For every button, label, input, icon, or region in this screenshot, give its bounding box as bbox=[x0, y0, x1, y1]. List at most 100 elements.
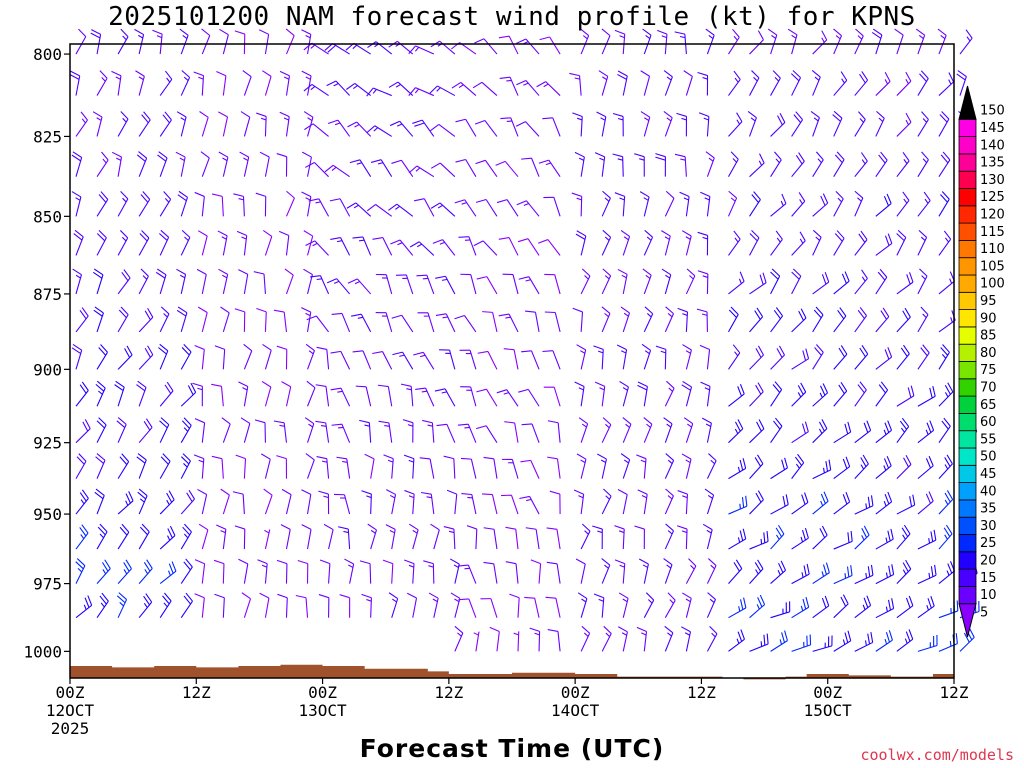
wind-barb bbox=[352, 350, 372, 370]
wind-barb bbox=[917, 111, 929, 137]
wind-barb bbox=[96, 592, 109, 619]
wind-barb bbox=[543, 196, 561, 217]
wind-barb bbox=[117, 523, 130, 550]
wind-barb bbox=[515, 121, 540, 137]
wind-barb bbox=[614, 525, 625, 550]
wind-barb bbox=[211, 193, 224, 217]
colorbar-label: 50 bbox=[980, 450, 997, 465]
wind-barb bbox=[727, 306, 739, 333]
wind-barb bbox=[477, 350, 498, 370]
wind-barb bbox=[538, 159, 561, 177]
wind-barb bbox=[330, 387, 351, 407]
wind-barb bbox=[642, 268, 652, 295]
wind-barb bbox=[117, 269, 131, 295]
wind-barb bbox=[385, 524, 396, 550]
wind-barb bbox=[938, 230, 952, 256]
wind-barb bbox=[875, 110, 885, 137]
y-tick-label: 975 bbox=[33, 575, 62, 594]
x-tick-label: 12OCT bbox=[46, 701, 95, 720]
wind-barb bbox=[917, 151, 929, 177]
wind-barb bbox=[295, 594, 309, 618]
wind-barb bbox=[347, 278, 372, 295]
wind-barb bbox=[634, 525, 645, 550]
wind-barb bbox=[179, 28, 189, 55]
wind-barb bbox=[516, 38, 540, 55]
wind-barb bbox=[75, 524, 89, 550]
wind-barb bbox=[176, 268, 187, 295]
wind-barb bbox=[616, 344, 628, 370]
wind-barb bbox=[408, 165, 435, 178]
wind-barb bbox=[896, 229, 907, 256]
wind-barb bbox=[601, 28, 611, 55]
colorbar-label: 70 bbox=[980, 380, 997, 395]
wind-barb bbox=[455, 158, 477, 177]
wind-barb bbox=[728, 495, 748, 515]
wind-barb bbox=[422, 419, 435, 443]
wind-barb bbox=[496, 389, 519, 407]
wind-barb bbox=[454, 199, 477, 217]
wind-barb bbox=[706, 453, 717, 479]
wind-barb bbox=[180, 523, 192, 550]
wind-barb bbox=[432, 239, 456, 256]
wind-barb bbox=[640, 111, 651, 137]
colorbar-label: 85 bbox=[980, 329, 997, 344]
wind-barb bbox=[728, 559, 743, 584]
wind-barb bbox=[211, 455, 224, 479]
wind-barb bbox=[812, 306, 824, 333]
wind-barb bbox=[681, 453, 692, 479]
wind-barb bbox=[303, 268, 313, 295]
wind-barb bbox=[683, 70, 693, 96]
wind-barb bbox=[197, 306, 208, 333]
plot-frame bbox=[69, 43, 955, 679]
wind-barb bbox=[938, 561, 955, 585]
wind-barb bbox=[601, 268, 612, 295]
wind-barb bbox=[679, 191, 690, 217]
wind-barb bbox=[547, 628, 561, 652]
wind-barb bbox=[749, 419, 765, 444]
wind-barb bbox=[770, 524, 785, 550]
wind-barb bbox=[833, 151, 845, 177]
wind-barb bbox=[134, 28, 145, 55]
wind-barb bbox=[159, 70, 173, 96]
wind-barb bbox=[392, 351, 414, 370]
wind-barb bbox=[73, 229, 84, 256]
colorbar-swatch bbox=[958, 586, 977, 605]
wind-barb bbox=[138, 191, 151, 217]
y-tick-label: 950 bbox=[33, 505, 62, 524]
wind-barb bbox=[331, 423, 351, 443]
wind-barb bbox=[284, 268, 294, 295]
wind-barb bbox=[117, 230, 129, 256]
wind-barb bbox=[875, 528, 894, 550]
wind-barb bbox=[375, 273, 393, 295]
wind-barb bbox=[521, 157, 540, 177]
wind-barb bbox=[279, 70, 291, 96]
colorbar-swatch bbox=[958, 516, 977, 535]
wind-barb bbox=[430, 123, 456, 137]
wind-barb bbox=[482, 311, 498, 333]
wind-barb bbox=[664, 523, 675, 550]
wind-barb bbox=[455, 118, 477, 137]
wind-barb bbox=[430, 40, 456, 55]
wind-barb bbox=[261, 380, 272, 407]
wind-barb bbox=[303, 230, 314, 256]
wind-barb bbox=[896, 191, 910, 217]
wind-barb bbox=[259, 151, 270, 177]
wind-barb bbox=[546, 527, 561, 550]
wind-barb bbox=[240, 417, 251, 443]
wind-barb bbox=[580, 28, 590, 55]
wind-barb bbox=[285, 28, 295, 55]
colorbar-label: 30 bbox=[980, 519, 997, 534]
wind-barb bbox=[529, 627, 541, 652]
wind-barb bbox=[483, 527, 498, 550]
wind-barb bbox=[663, 558, 673, 584]
wind-barb bbox=[159, 592, 172, 618]
wind-barb bbox=[655, 153, 666, 177]
wind-barb bbox=[643, 417, 653, 443]
wind-barb bbox=[262, 70, 272, 96]
wind-barb bbox=[749, 153, 765, 178]
wind-barb bbox=[596, 111, 607, 137]
wind-barb bbox=[232, 491, 245, 515]
wind-barb bbox=[364, 453, 375, 479]
wind-barb bbox=[592, 525, 603, 550]
wind-barb bbox=[276, 345, 288, 370]
